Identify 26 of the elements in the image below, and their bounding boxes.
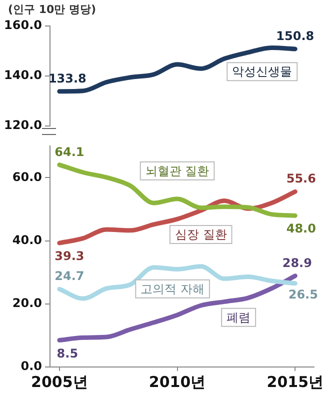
data-label: 39.3 bbox=[54, 249, 84, 264]
x-tick-label: 2005년 bbox=[31, 372, 88, 391]
y-tick-label: 20.0 bbox=[12, 296, 42, 310]
data-label: 24.7 bbox=[54, 269, 84, 284]
y-tick-label: 60.0 bbox=[12, 170, 42, 184]
series-label: 심장 질환 bbox=[174, 228, 227, 242]
data-label: 26.5 bbox=[288, 288, 318, 302]
y-tick-label: 160.0 bbox=[4, 18, 42, 32]
data-label: 55.6 bbox=[286, 172, 316, 186]
series-label: 폐렴 bbox=[226, 310, 251, 325]
series-label: 고의적 자해 bbox=[140, 282, 204, 296]
y-tick-label: 140.0 bbox=[4, 68, 42, 82]
y-tick-label: 0.0 bbox=[20, 359, 42, 374]
y-tick-label: 120.0 bbox=[4, 118, 42, 132]
series-label: 뇌혈관 질환 bbox=[145, 164, 210, 178]
series-label: 악성신생물 bbox=[232, 64, 292, 79]
data-label: 133.8 bbox=[48, 71, 86, 86]
x-tick-label: 2015년 bbox=[266, 372, 324, 391]
data-label: 48.0 bbox=[286, 222, 316, 236]
y-tick-label: 40.0 bbox=[12, 232, 42, 247]
data-label: 150.8 bbox=[276, 29, 314, 44]
x-tick-label: 2010년 bbox=[148, 372, 206, 391]
data-label: 8.5 bbox=[56, 346, 78, 360]
data-label: 28.9 bbox=[282, 256, 312, 270]
y-axis-title: (인구 10만 명당) bbox=[8, 2, 96, 17]
data-label: 64.1 bbox=[54, 144, 84, 159]
